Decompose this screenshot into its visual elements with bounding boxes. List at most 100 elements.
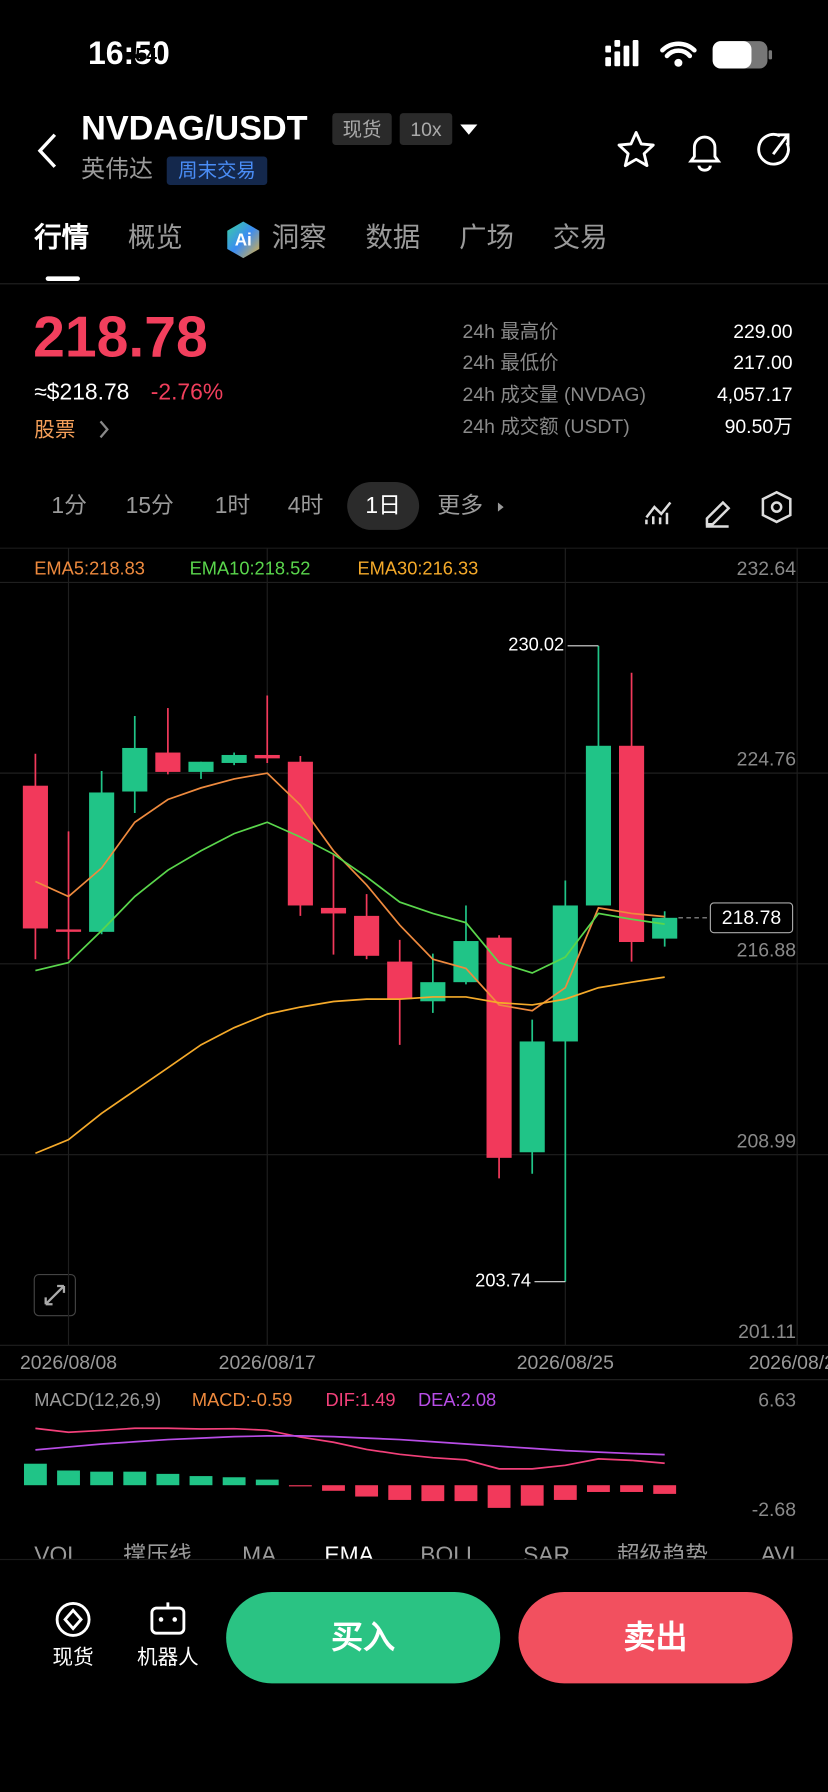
chevron <box>99 420 109 439</box>
dropdown-icon[interactable] <box>460 124 478 135</box>
indicator-tab[interactable]: MA <box>242 1542 277 1559</box>
tab[interactable]: 洞察 <box>271 222 327 254</box>
y-tick-label: 201.11 <box>738 1321 796 1343</box>
indicator-tab[interactable]: 撑压线 <box>123 1542 192 1559</box>
header-icons <box>37 124 790 172</box>
expand-icon <box>44 1284 66 1306</box>
tab[interactable]: 数据 <box>365 222 421 254</box>
macd-bar <box>388 1485 412 1500</box>
interval[interactable]: 1日 <box>347 481 420 530</box>
price-tag-label: 218.78 <box>722 907 781 929</box>
x-tick-label: 2026/08/17 <box>219 1352 316 1374</box>
y-tick-label: 224.76 <box>737 749 796 771</box>
x-tick-label: 2026/08/08 <box>20 1352 117 1374</box>
stat-value: 90.50万 <box>724 415 793 438</box>
tab[interactable]: 广场 <box>459 222 514 254</box>
indicator-tab[interactable]: SAR <box>523 1542 571 1559</box>
spot-action[interactable]: 现货 <box>52 1645 94 1669</box>
macd-bar <box>553 1485 577 1500</box>
leverage-tag[interactable]: 10x <box>399 113 453 146</box>
legend-label: EMA10:218.52 <box>190 558 311 579</box>
last-price: 218.78 <box>33 304 208 369</box>
candle-body <box>585 745 612 906</box>
macd-bar <box>653 1485 677 1494</box>
indicator-tab[interactable]: BOLL <box>420 1542 479 1559</box>
candle-body <box>420 982 446 1002</box>
market-tag: 现货 <box>332 113 392 146</box>
ema-line <box>35 772 665 1012</box>
ema-line <box>35 976 665 1155</box>
y-tick-label: 216.88 <box>737 939 796 961</box>
indicator-tab[interactable]: EMA <box>324 1542 374 1559</box>
tab[interactable]: 交易 <box>552 222 608 254</box>
stat-value: 229.00 <box>733 320 793 343</box>
y-tick-label: 6.63 <box>758 1389 796 1411</box>
candle-body <box>652 917 678 939</box>
candle-body <box>453 941 479 983</box>
macd-line <box>35 1427 665 1470</box>
sell-button[interactable]: 卖出 <box>518 1592 793 1684</box>
macd-line <box>35 1435 665 1456</box>
stat-label: 24h 成交量 (NVDAG) <box>462 383 646 406</box>
stat-label: 24h 成交额 (USDT) <box>462 415 630 438</box>
settings-icon[interactable] <box>761 490 792 524</box>
macd-bar <box>189 1476 213 1486</box>
usd-price: ≈$218.78 <box>34 380 130 406</box>
macd-bar <box>57 1470 80 1486</box>
macd-bar <box>23 1463 47 1486</box>
candle-body <box>22 785 48 929</box>
draw-icon[interactable] <box>705 500 731 528</box>
indicator-tab[interactable]: AVL <box>760 1542 803 1559</box>
interval[interactable]: 4时 <box>287 493 324 519</box>
expand-button[interactable] <box>33 1273 76 1317</box>
ema-line <box>35 821 665 974</box>
macd-bar <box>255 1479 279 1486</box>
favorite-icon[interactable] <box>617 131 655 168</box>
candle-body <box>155 752 181 772</box>
y-tick-label: 232.64 <box>737 558 797 580</box>
candle-body <box>122 747 148 792</box>
candle-body <box>354 915 380 956</box>
session-badge: 周末交易 <box>166 156 268 186</box>
interval[interactable]: 1时 <box>214 493 251 519</box>
macd-bar <box>222 1477 246 1486</box>
macd-bar <box>355 1485 379 1497</box>
macd-bar <box>421 1485 445 1502</box>
bot-action[interactable]: 机器人 <box>137 1645 199 1669</box>
category-link[interactable]: 股票 <box>34 417 76 441</box>
status-icons <box>605 39 773 69</box>
price-change: -2.76% <box>150 380 224 406</box>
legend-label: EMA30:216.33 <box>357 558 478 579</box>
legend-label: EMA5:218.83 <box>34 558 145 579</box>
panel-title: MACD(12,26,9) <box>34 1389 161 1410</box>
candle-body <box>552 905 578 1042</box>
legend-label: DEA:2.08 <box>418 1389 496 1410</box>
macd-bar <box>454 1485 478 1502</box>
battery-level: 54 <box>135 43 157 66</box>
candle-body <box>89 792 115 932</box>
tab[interactable]: 行情 <box>34 222 90 254</box>
x-tick-label: 2026/08/29 <box>749 1352 828 1374</box>
candle-body <box>519 1041 545 1153</box>
back-icon[interactable] <box>37 133 57 168</box>
macd-bar <box>288 1485 312 1487</box>
interval[interactable]: 1分 <box>51 493 87 519</box>
price-tag <box>709 902 794 934</box>
x-tick-label: 2026/08/25 <box>517 1352 614 1374</box>
legend-label: DIF:1.49 <box>325 1389 395 1410</box>
y-tick-label: 208.99 <box>737 1130 796 1152</box>
macd-bar <box>90 1471 114 1486</box>
candle-body <box>320 907 347 914</box>
indicator-tab[interactable]: 超级趋势 <box>616 1542 709 1559</box>
indicator-tab[interactable]: VOL <box>34 1542 80 1559</box>
interval[interactable]: 更多 <box>437 493 484 519</box>
interval[interactable]: 15分 <box>125 493 174 519</box>
share-icon[interactable] <box>757 132 790 166</box>
alert-icon[interactable] <box>688 135 722 172</box>
chart-tools <box>497 490 792 528</box>
buy-button[interactable]: 买入 <box>226 1592 501 1684</box>
indicator-icon[interactable] <box>645 501 672 525</box>
pair-name: NVDAG/USDT <box>81 109 308 148</box>
tab[interactable]: 概览 <box>127 222 183 254</box>
